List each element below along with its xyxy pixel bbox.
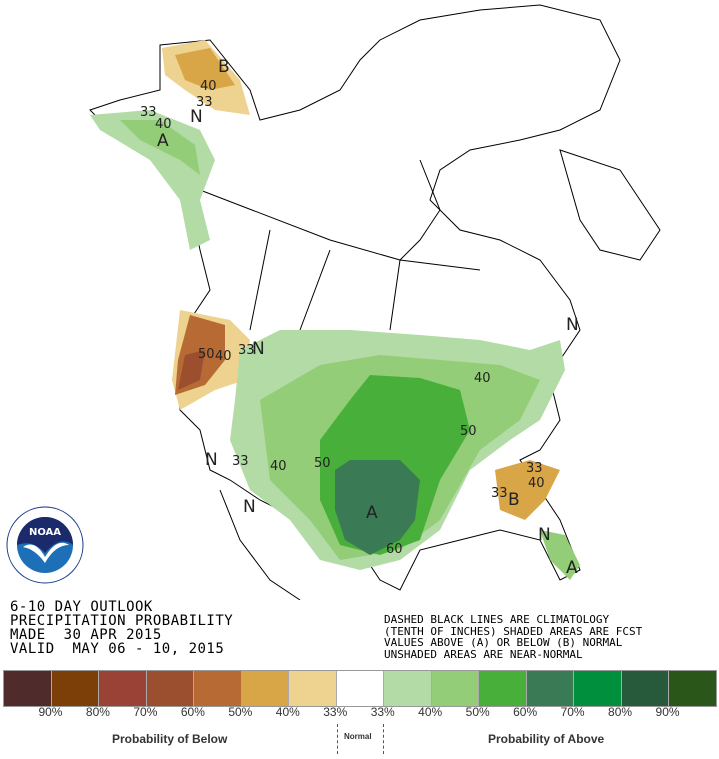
se-below-33 [495, 460, 560, 520]
legend-swatch [146, 671, 195, 706]
legend-tick: 80% [85, 705, 110, 719]
legend-swatch [574, 671, 622, 706]
label-40: 40 [270, 459, 287, 474]
note-line-4: UNSHADED AREAS ARE NEAR-NORMAL [384, 647, 583, 661]
label-n: N [566, 315, 579, 335]
label-n: N [252, 339, 265, 359]
ak-above-40 [120, 120, 200, 175]
svg-text:NOAA: NOAA [29, 527, 61, 538]
label-33: 33 [140, 105, 157, 120]
legend-tick: 40% [275, 705, 300, 719]
label-b: B [508, 490, 520, 510]
legend-tick: 50% [465, 705, 490, 719]
shaded-areas [90, 40, 580, 580]
ak-below-40 [175, 48, 235, 90]
legend-swatch [241, 671, 290, 706]
probability-below-label: Probability of Below [112, 732, 228, 746]
legend-swatch [431, 671, 480, 706]
label-40: 40 [528, 476, 545, 491]
normal-divider [383, 724, 384, 754]
label-50: 50 [198, 347, 215, 362]
label-33: 33 [491, 486, 508, 501]
label-50: 50 [460, 424, 477, 439]
legend-swatch [289, 671, 337, 706]
legend-tick: 60% [180, 705, 205, 719]
legend-tick: 60% [513, 705, 538, 719]
label-40: 40 [200, 79, 217, 94]
label-a: A [157, 131, 169, 151]
label-n: N [243, 497, 256, 517]
legend-ticks: 90% 80% 70% 60% 50% 40% 33% 33% 40% 50% 60% 70% 80% 9… [0, 705, 719, 721]
label-n: N [205, 450, 218, 470]
legend-tick: 50% [228, 705, 253, 719]
legend-tick: 80% [608, 705, 633, 719]
note-line-1: DASHED BLACK LINES ARE CLIMATOLOGY [384, 613, 610, 626]
label-n: N [538, 525, 551, 545]
label-33: 33 [526, 461, 543, 476]
header-line-2: PRECIPITATION PROBABILITY [10, 613, 234, 629]
pnw-below-50 [178, 350, 205, 390]
precipitation-map: B 40 33 N 33 40 A 50 40 33 N N N 33 40 5… [89, 4, 661, 600]
normal-divider [337, 724, 338, 754]
legend-swatch [479, 671, 527, 706]
legend-swatch [4, 671, 52, 706]
legend-swatch [526, 671, 575, 706]
legend-note: DASHED BLACK LINES ARE CLIMATOLOGY (TENTH… [384, 614, 642, 660]
label-40: 40 [215, 349, 232, 364]
label-33: 33 [196, 95, 213, 110]
legend-swatch [194, 671, 242, 706]
label-40: 40 [474, 371, 491, 386]
noaa-logo: NOAA [6, 506, 84, 584]
legend-tick: 40% [418, 705, 443, 719]
normal-label: Normal [344, 732, 372, 741]
map-labels: B 40 33 N 33 40 A 50 40 33 N N N 33 40 5… [140, 57, 579, 578]
legend-tick: 70% [133, 705, 158, 719]
label-33: 33 [232, 454, 249, 469]
color-legend-bar [3, 670, 717, 707]
label-40: 40 [155, 117, 172, 132]
legend-swatch [51, 671, 100, 706]
legend-swatch [384, 671, 432, 706]
label-n: N [190, 107, 203, 127]
legend-tick: 70% [560, 705, 585, 719]
note-line-3: VALUES ABOVE (A) OR BELOW (B) NORMAL [384, 636, 623, 649]
legend-swatch [99, 671, 147, 706]
label-50: 50 [314, 456, 331, 471]
header-made-date: MADE 30 APR 2015 [10, 627, 162, 643]
header-valid-dates: VALID MAY 06 - 10, 2015 [10, 641, 225, 657]
legend-swatch [669, 671, 716, 706]
legend-swatch [336, 671, 385, 706]
probability-above-label: Probability of Above [488, 732, 605, 746]
legend-tick: 90% [655, 705, 680, 719]
label-33: 33 [238, 343, 255, 358]
central-above-60 [335, 460, 420, 555]
legend-swatch [621, 671, 670, 706]
note-line-2: (TENTH OF INCHES) SHADED AREAS ARE FCST [384, 624, 643, 638]
legend-tick: 90% [38, 705, 63, 719]
legend-tick: 33% [323, 705, 348, 719]
label-a: A [566, 558, 578, 578]
fl-above-33 [540, 530, 580, 580]
label-b: B [218, 57, 230, 77]
outlook-header: 6-10 DAY OUTLOOK PRECIPITATION PROBABILIT… [10, 600, 233, 656]
header-line-1: 6-10 DAY OUTLOOK [10, 599, 153, 615]
label-a: A [366, 503, 378, 523]
legend-tick: 33% [370, 705, 395, 719]
label-60: 60 [386, 542, 403, 557]
